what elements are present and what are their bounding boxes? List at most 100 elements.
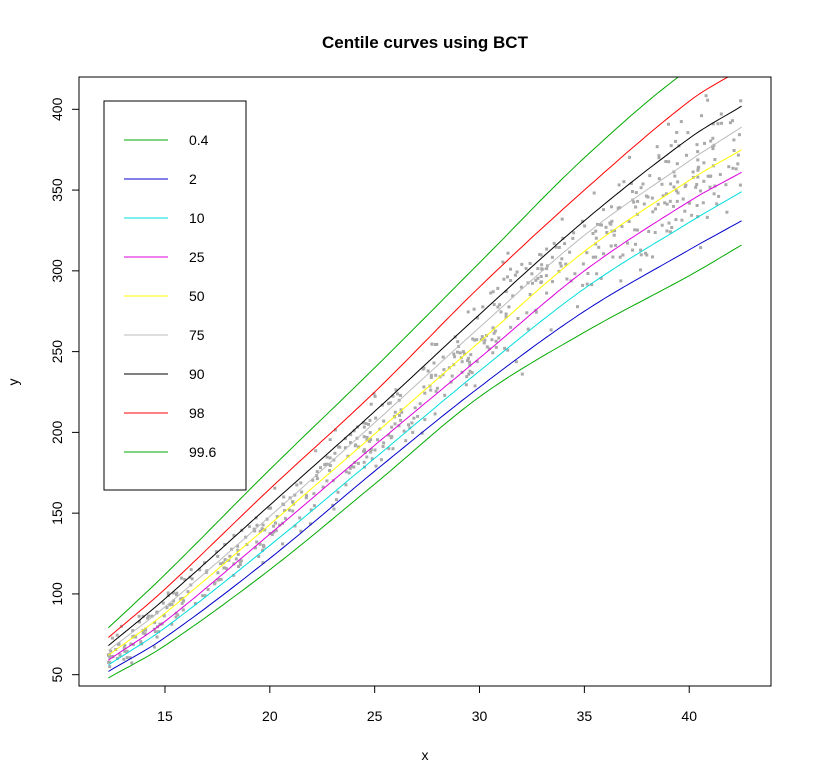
y-axis-label: y — [5, 379, 21, 386]
data-point — [458, 351, 462, 355]
data-point — [701, 201, 705, 205]
data-point — [402, 429, 406, 433]
data-point — [452, 352, 456, 356]
data-point — [467, 372, 471, 376]
data-point — [328, 456, 332, 460]
data-point — [494, 339, 498, 343]
data-point — [274, 529, 278, 533]
data-point — [507, 305, 511, 309]
data-point — [493, 329, 497, 333]
data-point — [702, 179, 706, 183]
data-point — [125, 656, 129, 660]
data-point — [663, 201, 667, 205]
data-point — [362, 421, 366, 425]
data-point — [115, 633, 119, 637]
data-point — [581, 283, 585, 287]
data-point — [291, 509, 295, 513]
data-point — [681, 197, 685, 201]
data-point — [561, 236, 565, 240]
data-point — [299, 481, 303, 485]
data-point — [219, 577, 223, 581]
data-points — [106, 94, 743, 669]
data-point — [153, 630, 157, 634]
data-point — [352, 465, 356, 469]
data-point — [616, 206, 620, 210]
data-point — [390, 435, 394, 439]
data-point — [334, 498, 338, 502]
data-point — [176, 613, 180, 617]
data-point — [725, 210, 729, 214]
data-point — [441, 355, 445, 359]
data-point — [230, 547, 233, 551]
centile-curve-99.6 — [108, 77, 680, 629]
data-point — [180, 601, 184, 605]
data-point — [557, 246, 561, 249]
data-point — [123, 644, 127, 648]
legend-label: 75 — [189, 327, 205, 343]
data-point — [224, 567, 228, 571]
centile-curve-2 — [108, 220, 742, 672]
data-point — [365, 455, 369, 459]
data-point — [699, 246, 703, 250]
data-point — [654, 207, 657, 211]
data-point — [680, 218, 684, 222]
data-point — [260, 527, 264, 531]
data-point — [261, 548, 264, 552]
data-point — [466, 359, 469, 363]
data-point — [336, 490, 340, 494]
data-point — [550, 255, 554, 259]
data-point — [631, 248, 634, 252]
data-point — [491, 351, 495, 355]
data-point — [223, 543, 227, 546]
data-point — [480, 335, 484, 339]
data-point — [549, 328, 553, 332]
data-point — [617, 183, 621, 187]
data-point — [656, 202, 660, 206]
data-point — [308, 522, 312, 526]
data-point — [363, 448, 366, 452]
data-point — [387, 447, 391, 451]
centile-curve-25 — [108, 171, 742, 661]
data-point — [665, 202, 669, 206]
data-point — [190, 577, 194, 581]
centile-curve-90 — [108, 105, 742, 646]
data-point — [461, 350, 465, 354]
data-point — [498, 303, 502, 307]
data-point — [536, 267, 540, 271]
data-point — [668, 199, 672, 203]
data-point — [108, 655, 112, 659]
data-point — [716, 122, 720, 126]
legend-label: 0.4 — [189, 132, 209, 148]
data-point — [686, 131, 690, 135]
data-point — [398, 413, 401, 417]
x-axis-label: x — [422, 747, 429, 763]
data-point — [390, 425, 394, 429]
data-point — [107, 660, 110, 664]
data-point — [552, 241, 556, 245]
data-point — [203, 561, 206, 565]
data-point — [181, 608, 185, 612]
data-point — [369, 448, 373, 452]
data-point — [261, 561, 265, 565]
data-point — [530, 272, 534, 276]
data-point — [138, 620, 141, 624]
data-point — [146, 616, 150, 620]
data-point — [610, 219, 614, 223]
data-point — [676, 191, 680, 195]
data-point — [669, 182, 673, 186]
data-point — [362, 425, 366, 429]
data-point — [147, 614, 151, 618]
data-point — [739, 99, 743, 103]
data-point — [139, 640, 143, 644]
data-point — [172, 599, 176, 603]
data-point — [183, 578, 187, 581]
data-point — [560, 257, 564, 261]
data-point — [362, 449, 365, 453]
data-point — [423, 418, 427, 422]
data-point — [236, 553, 240, 556]
data-point — [487, 347, 491, 351]
legend-label: 25 — [189, 249, 205, 265]
y-tick-label: 250 — [49, 340, 65, 364]
data-point — [396, 392, 400, 396]
data-point — [647, 230, 651, 233]
